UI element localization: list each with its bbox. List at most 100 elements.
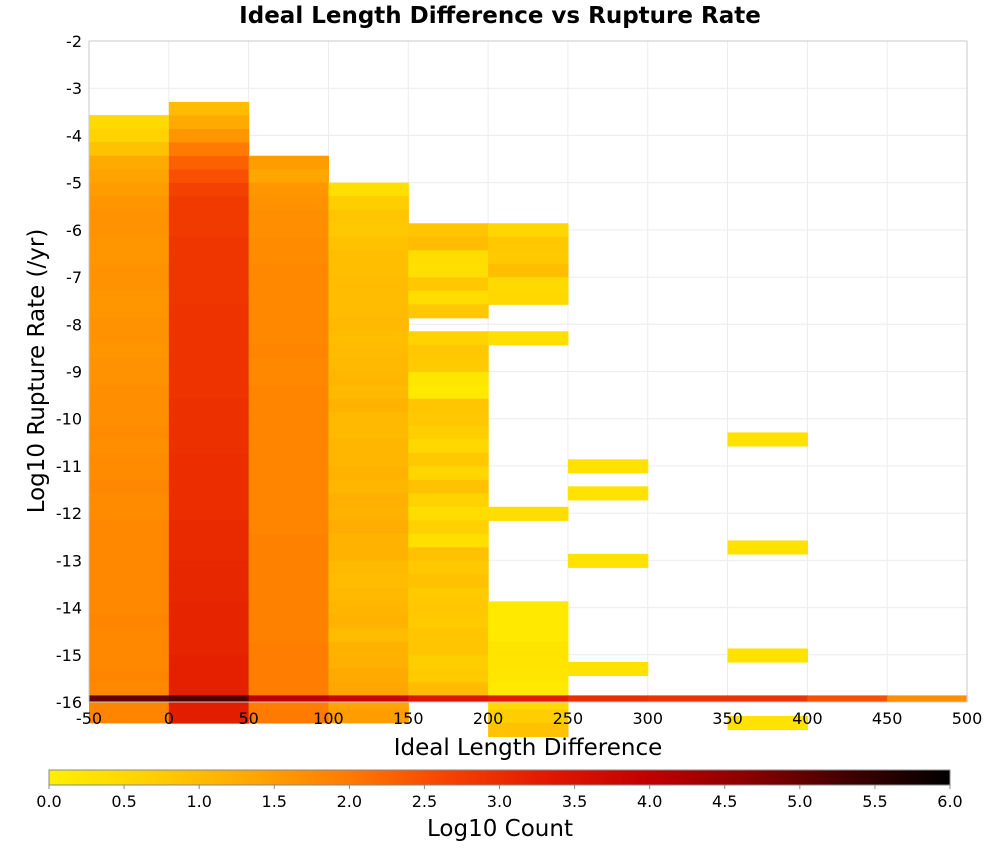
heatmap-cell bbox=[168, 304, 250, 319]
heatmap-cell bbox=[89, 155, 170, 170]
heatmap-cell bbox=[89, 142, 170, 157]
heatmap-cell bbox=[248, 209, 330, 224]
heatmap-cell bbox=[408, 425, 489, 440]
heatmap-cell bbox=[89, 601, 170, 616]
heatmap-cell bbox=[408, 452, 489, 467]
colorbar-tick-label: 0.0 bbox=[36, 792, 61, 811]
x-tick-label: 350 bbox=[712, 709, 743, 728]
heatmap-cell bbox=[328, 614, 409, 629]
heatmap-cell bbox=[567, 661, 649, 676]
heatmap-cell bbox=[248, 574, 330, 589]
heatmap-cell bbox=[89, 520, 170, 535]
heatmap-cell bbox=[328, 452, 409, 467]
heatmap-cell bbox=[89, 250, 170, 265]
heatmap-cell bbox=[168, 642, 250, 657]
heatmap-cell bbox=[328, 223, 409, 238]
heatmap-cell bbox=[328, 520, 409, 535]
heatmap-cell bbox=[89, 655, 170, 670]
y-tick-label: -15 bbox=[56, 646, 82, 665]
y-tick-label: -5 bbox=[66, 174, 82, 193]
heatmap-cell bbox=[408, 520, 489, 535]
heatmap-cell bbox=[408, 560, 489, 575]
heatmap-cell bbox=[408, 439, 489, 454]
heatmap-cell bbox=[168, 669, 250, 684]
x-tick-label: 400 bbox=[792, 709, 823, 728]
heatmap-cell bbox=[328, 304, 409, 319]
heatmap-cell bbox=[408, 385, 489, 400]
chart-title: Ideal Length Difference vs Rupture Rate bbox=[239, 3, 761, 29]
heatmap-cell bbox=[248, 398, 330, 413]
y-tick-label: -3 bbox=[66, 79, 82, 98]
heatmap-cell bbox=[89, 466, 170, 481]
heatmap-cell bbox=[248, 277, 330, 292]
x-tick-label: 150 bbox=[393, 709, 424, 728]
heatmap-cell bbox=[248, 263, 330, 278]
colorbar-tick-label: 2.0 bbox=[337, 792, 362, 811]
heatmap-cell bbox=[328, 182, 409, 197]
heatmap-cell bbox=[89, 682, 170, 697]
heatmap-cell bbox=[248, 641, 330, 656]
heatmap-cell bbox=[328, 560, 409, 575]
y-axis-label: Log10 Rupture Rate (/yr) bbox=[24, 229, 50, 514]
heatmap-cell bbox=[567, 459, 649, 474]
heatmap-cell bbox=[248, 614, 330, 629]
heatmap-cell bbox=[248, 668, 330, 683]
heatmap-cell bbox=[168, 277, 250, 292]
heatmap-cell bbox=[887, 695, 968, 702]
heatmap-cell bbox=[488, 722, 569, 737]
heatmap-cell bbox=[408, 250, 489, 265]
colorbar-tick-label: 3.5 bbox=[562, 792, 587, 811]
y-tick-label: -13 bbox=[56, 551, 82, 570]
heatmap-cell bbox=[408, 601, 489, 616]
heatmap-cell bbox=[408, 479, 489, 494]
heatmap-cell bbox=[168, 439, 250, 454]
heatmap-cell bbox=[408, 344, 489, 359]
heatmap-cell bbox=[328, 641, 409, 656]
colorbar-ticks: 0.0 0.5 1.0 1.5 2.0 2.5 3.0 3.5 4.0 4.5 5.0 5.5 6.0 bbox=[36, 785, 963, 811]
heatmap-cell bbox=[248, 533, 330, 548]
heatmap-cell bbox=[168, 588, 250, 603]
heatmap-cell bbox=[328, 682, 409, 697]
heatmap-cell bbox=[89, 452, 170, 467]
heatmap-cell bbox=[408, 371, 489, 386]
heatmap-cell bbox=[248, 466, 330, 481]
heatmap-cell bbox=[89, 236, 170, 251]
heatmap-cell bbox=[488, 601, 569, 616]
x-tick-label: 250 bbox=[553, 709, 584, 728]
heatmap-cell bbox=[89, 695, 170, 702]
colorbar-tick-label: 0.5 bbox=[111, 792, 136, 811]
heatmap-cell bbox=[168, 493, 250, 508]
heatmap-cell bbox=[328, 466, 409, 481]
x-tick-label: 500 bbox=[952, 709, 983, 728]
x-axis-label: Ideal Length Difference bbox=[394, 735, 663, 761]
heatmap-cell bbox=[488, 250, 569, 265]
heatmap-cell bbox=[328, 628, 409, 643]
heatmap-cell bbox=[328, 236, 409, 251]
heatmap-cell bbox=[408, 277, 489, 292]
x-tick-label: 0 bbox=[164, 709, 174, 728]
heatmap-cell bbox=[727, 432, 808, 447]
heatmap-cell bbox=[408, 695, 489, 702]
colorbar-tick-label: 4.5 bbox=[712, 792, 737, 811]
heatmap-cell bbox=[248, 169, 330, 184]
heatmap-cell bbox=[248, 587, 330, 602]
heatmap-cell bbox=[89, 182, 170, 197]
heatmap-cell bbox=[328, 655, 409, 670]
heatmap-cell bbox=[328, 412, 409, 427]
x-tick-label: 450 bbox=[872, 709, 903, 728]
heatmap-cell bbox=[328, 574, 409, 589]
heatmap-cell bbox=[567, 553, 649, 568]
heatmap-cell bbox=[89, 290, 170, 305]
heatmap-cell bbox=[408, 304, 489, 319]
heatmap-cell bbox=[89, 709, 170, 724]
heatmap-cell bbox=[89, 479, 170, 494]
heatmap-cell bbox=[89, 533, 170, 548]
heatmap-cell bbox=[168, 371, 250, 387]
x-tick-label: 300 bbox=[632, 709, 663, 728]
heatmap-cell bbox=[168, 155, 250, 171]
heatmap-cell bbox=[488, 223, 569, 238]
heatmap-cell bbox=[168, 628, 250, 643]
heatmap-cell bbox=[408, 614, 489, 629]
heatmap-cell bbox=[488, 331, 569, 346]
